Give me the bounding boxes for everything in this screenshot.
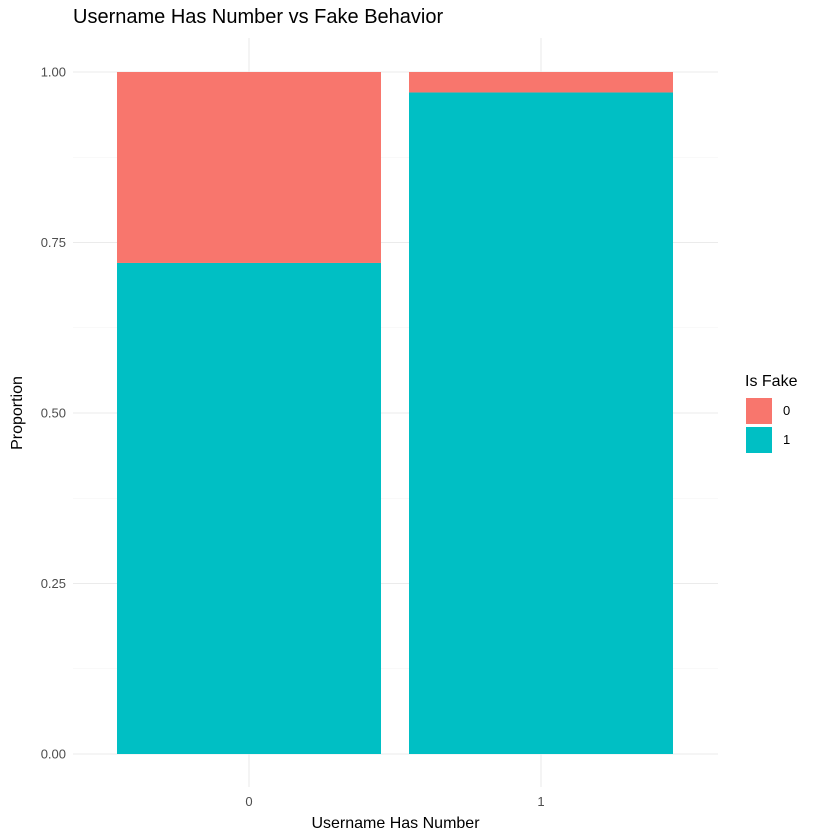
axis-ticks: 0.00 0.25 0.50 0.75 1.00 0 1: [41, 65, 545, 810]
legend: Is Fake 0 1: [745, 373, 798, 453]
bar-segment-isfake-0-cat-0: [117, 72, 381, 263]
legend-label-1: 1: [783, 432, 790, 447]
x-tick-label: 1: [537, 794, 544, 809]
legend-label-0: 0: [783, 403, 790, 418]
y-tick-label: 0.75: [41, 235, 66, 250]
y-tick-label: 0.25: [41, 576, 66, 591]
x-tick-label: 0: [245, 794, 252, 809]
bar-segment-isfake-0-cat-1: [409, 72, 673, 93]
bar-segment-isfake-1-cat-1: [409, 92, 673, 754]
y-tick-label: 0.00: [41, 747, 66, 762]
bars: [117, 72, 673, 754]
legend-swatch-1: [746, 427, 772, 453]
y-tick-label: 0.50: [41, 406, 66, 421]
bar-segment-isfake-1-cat-0: [117, 262, 381, 754]
legend-title: Is Fake: [745, 373, 798, 390]
y-tick-label: 1.00: [41, 65, 66, 80]
chart-title: Username Has Number vs Fake Behavior: [73, 6, 443, 28]
y-axis-title: Proportion: [9, 376, 26, 450]
x-axis-title: Username Has Number: [311, 815, 480, 832]
legend-swatch-0: [746, 398, 772, 424]
